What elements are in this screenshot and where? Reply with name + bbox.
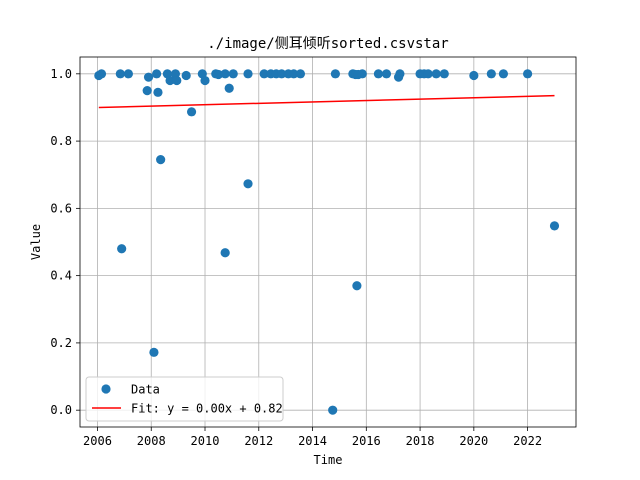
x-tick-label: 2008 xyxy=(137,434,166,448)
data-point xyxy=(357,69,367,79)
data-point xyxy=(395,69,405,79)
data-point xyxy=(469,70,479,81)
x-axis-label: Time xyxy=(314,453,343,467)
x-tick-label: 2018 xyxy=(406,434,435,448)
data-point xyxy=(352,281,362,291)
legend: Data Fit: y = 0.00x + 0.82 xyxy=(85,376,284,422)
x-tick-label: 2016 xyxy=(352,434,381,448)
data-point xyxy=(172,75,182,86)
data-point xyxy=(549,221,560,231)
y-tick-label: 1.0 xyxy=(50,67,72,81)
data-point xyxy=(186,107,197,117)
y-tick-label: 0.8 xyxy=(50,134,72,148)
data-point xyxy=(523,69,533,79)
data-point xyxy=(328,405,338,415)
data-point xyxy=(213,69,224,80)
data-point xyxy=(373,69,384,79)
data-point xyxy=(153,87,163,97)
data-point xyxy=(165,75,175,86)
data-point xyxy=(142,86,152,96)
data-point xyxy=(243,179,253,189)
data-point xyxy=(498,69,509,79)
fit-line xyxy=(98,94,555,109)
data-point xyxy=(259,69,269,79)
data-point xyxy=(431,69,441,79)
data-point xyxy=(439,69,449,79)
data-point xyxy=(243,69,253,79)
data-point xyxy=(117,244,127,254)
data-point xyxy=(149,347,159,357)
data-point xyxy=(181,70,191,81)
y-tick-label: 0.4 xyxy=(50,269,72,283)
data-point xyxy=(423,69,433,79)
x-axis-ticks: 2006 2008 2010 2012 2014 2016 2018 2020 2022 xyxy=(83,427,542,448)
fit-line-layer xyxy=(98,94,555,109)
data-point xyxy=(123,69,133,79)
data-point xyxy=(115,69,125,79)
plot-frame xyxy=(79,56,577,428)
x-tick-label: 2006 xyxy=(83,434,112,448)
data-point xyxy=(220,69,230,79)
data-point xyxy=(486,69,496,79)
data-point xyxy=(200,75,210,86)
data-point xyxy=(295,69,306,79)
y-axis-label: Value xyxy=(29,224,43,260)
y-tick-label: 0.0 xyxy=(50,403,72,417)
x-tick-label: 2022 xyxy=(513,434,542,448)
x-tick-label: 2012 xyxy=(244,434,273,448)
grid xyxy=(80,57,576,427)
x-tick-label: 2014 xyxy=(298,434,327,448)
y-axis-ticks: 0.0 0.2 0.4 0.6 0.8 1.0 xyxy=(50,67,80,417)
data-point xyxy=(228,69,238,79)
data-point xyxy=(96,69,107,79)
data-point xyxy=(143,72,154,82)
data-point xyxy=(289,69,299,79)
data-point xyxy=(156,154,166,165)
data-point xyxy=(220,248,230,258)
data-points-layer xyxy=(94,69,560,415)
legend-label-data: Data xyxy=(131,383,160,397)
data-point xyxy=(330,69,340,79)
y-tick-label: 0.2 xyxy=(50,336,72,350)
chart-title: ./image/侧耳倾听sorted.csvstar xyxy=(207,36,448,52)
legend-marker-data xyxy=(101,384,111,394)
x-tick-label: 2010 xyxy=(191,434,220,448)
x-tick-label: 2020 xyxy=(459,434,488,448)
legend-box xyxy=(85,376,284,422)
data-point xyxy=(152,69,162,79)
data-point xyxy=(381,69,392,79)
legend-label-fit: Fit: y = 0.00x + 0.82 xyxy=(131,402,283,416)
y-tick-label: 0.6 xyxy=(50,201,72,215)
data-point xyxy=(224,83,234,93)
data-point xyxy=(277,69,287,79)
